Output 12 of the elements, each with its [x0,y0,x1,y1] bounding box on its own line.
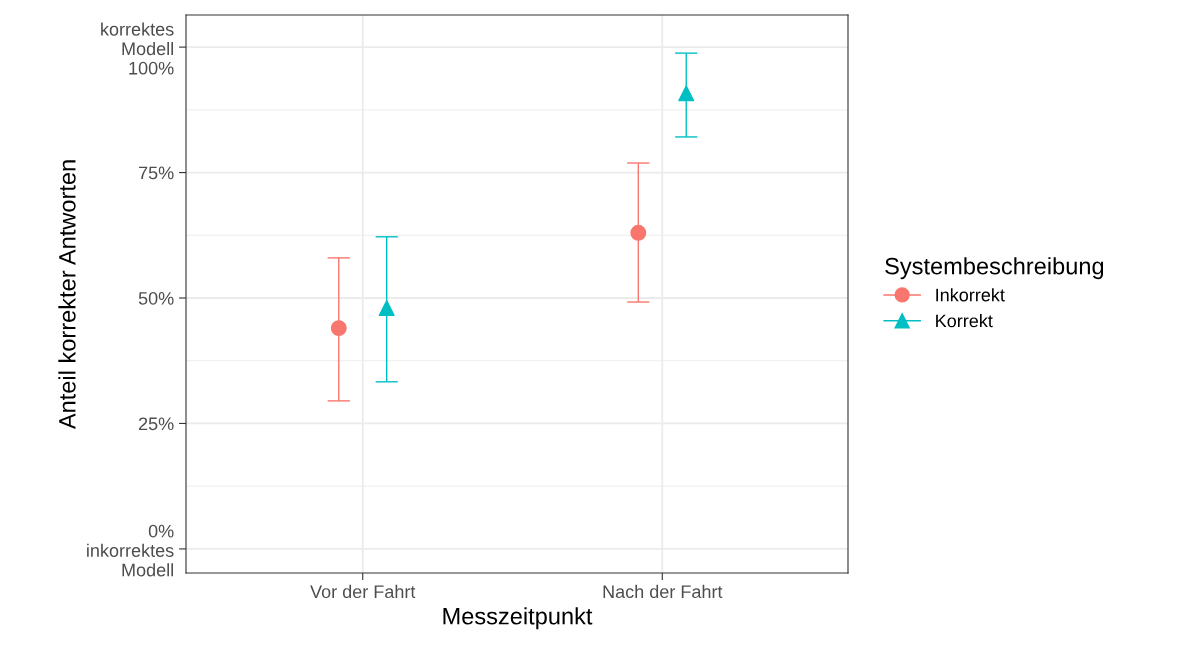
y-axis-title: Anteil korrekter Antworten [58,160,76,430]
x-tick-label: Vor der Fahrt [310,584,416,599]
x-tick-label: Nach der Fahrt [603,584,723,599]
legend-title: Systembeschreibung [885,257,1104,280]
y-tick-label: 50% [138,291,174,305]
y-tick-label: 25% [138,417,174,431]
y-tick-label: 0% inkorrektes Modell [87,524,174,577]
y-tick-label: korrektes Modell 100% [101,22,174,75]
y-tick-label: 75% [138,166,174,180]
legend-label: Korrekt [936,314,993,328]
legend-label: Inkorrekt [936,288,1005,302]
x-axis-title: Messzeitpunkt [443,607,593,630]
